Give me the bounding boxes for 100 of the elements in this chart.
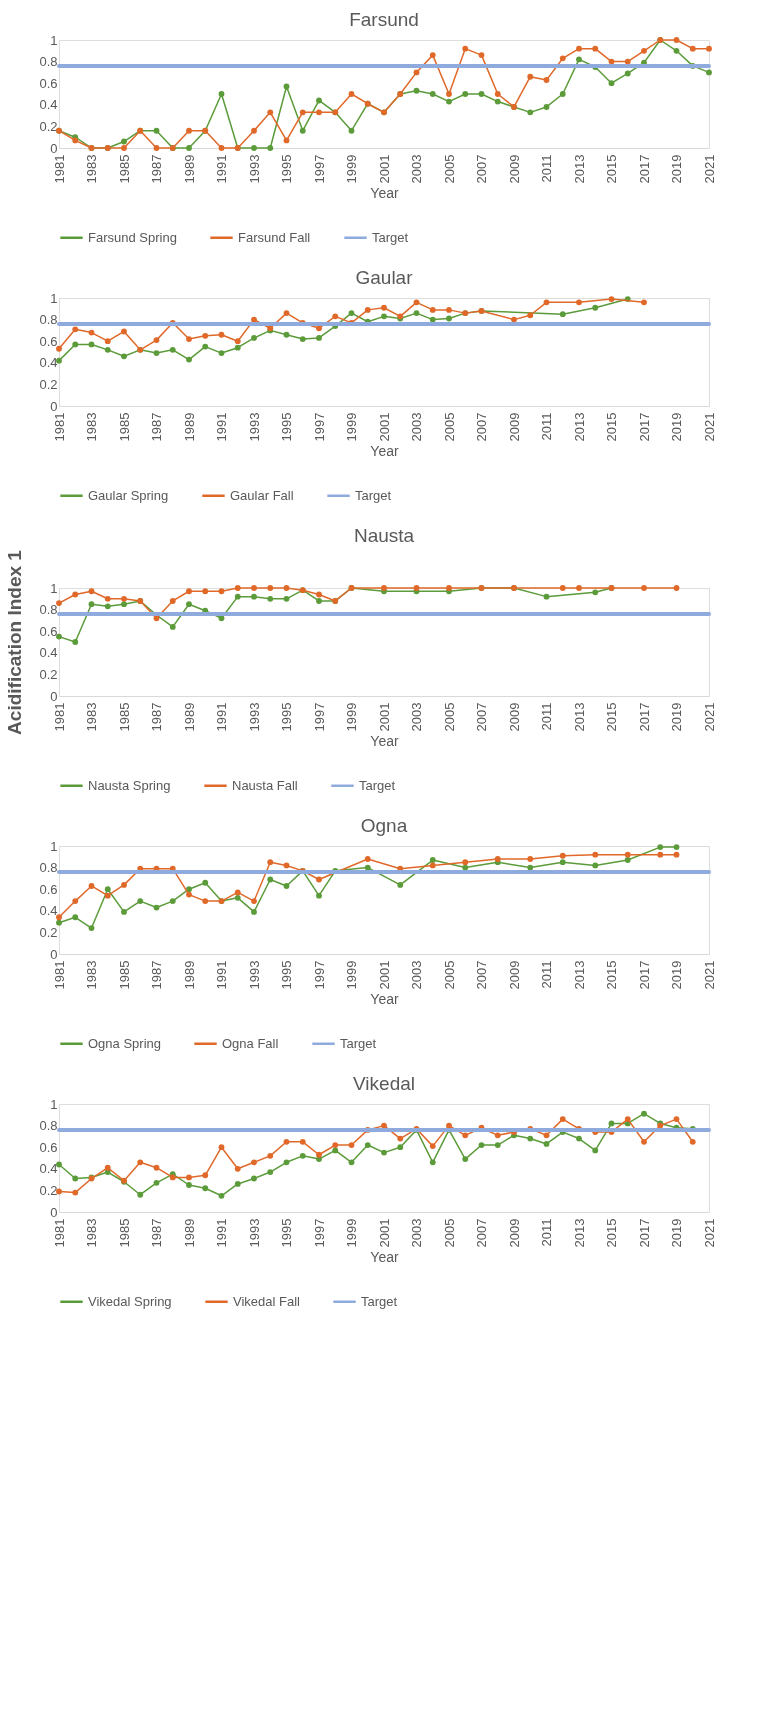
x-tick-label: 2007 xyxy=(474,412,489,442)
x-tick-label: 1985 xyxy=(116,960,132,990)
x-tick-label: 1987 xyxy=(149,412,164,442)
x-tick-label: 2011 xyxy=(539,702,554,731)
y-tick-label: 0.6 xyxy=(39,75,58,91)
y-tick-label: 0.6 xyxy=(39,881,58,897)
x-tick-label: 1993 xyxy=(246,154,262,184)
y-tick-label: 0.4 xyxy=(39,355,58,371)
x-tick-label: 1991 xyxy=(214,960,229,990)
x-tick-label: 2015 xyxy=(604,154,619,184)
x-tick-label: 1995 xyxy=(279,154,294,184)
chart-title: Nausta xyxy=(353,524,415,546)
legend-label: Vikedal Spring xyxy=(88,1293,172,1309)
x-tick-label: 2003 xyxy=(409,960,424,990)
x-tick-label: 1993 xyxy=(246,960,262,990)
x-tick-label: 2001 xyxy=(376,1218,392,1248)
x-tick-label: 1993 xyxy=(246,702,262,732)
x-tick-label: 2017 xyxy=(636,960,652,990)
x-tick-label: 1981 xyxy=(51,154,67,184)
x-tick-label: 2017 xyxy=(636,702,652,732)
y-tick-label: 0.4 xyxy=(39,1161,58,1177)
x-tick-label: 2007 xyxy=(474,702,489,732)
x-tick-label: 2019 xyxy=(669,1218,684,1248)
x-tick-label: 2005 xyxy=(441,702,457,732)
legend-label: Vikedal Fall xyxy=(233,1293,301,1309)
chart-title: Farsund xyxy=(349,9,419,30)
x-tick-label: 2015 xyxy=(604,1218,619,1248)
legend-label: Target xyxy=(361,1293,398,1309)
x-tick-label: 2011 xyxy=(539,960,554,989)
x-tick-label: 2001 xyxy=(376,960,392,990)
x-tick-label: 2001 xyxy=(376,412,392,442)
y-tick-label: 0.8 xyxy=(39,54,58,70)
y-tick-label: 0.8 xyxy=(39,1118,58,1134)
legend-label: Ogna Spring xyxy=(88,1035,161,1051)
x-axis-title: Year xyxy=(370,443,399,460)
legend-label: Nausta Fall xyxy=(232,777,298,793)
x-tick-label: 1993 xyxy=(246,412,262,442)
y-tick-label: 0.8 xyxy=(39,860,58,876)
y-tick-label: 0.2 xyxy=(39,118,58,134)
x-tick-label: 1995 xyxy=(279,412,294,442)
y-tick-label: 0 xyxy=(50,688,58,704)
x-axis-title: Year xyxy=(370,733,399,750)
legend-label: Nausta Spring xyxy=(88,777,171,793)
x-tick-label: 2001 xyxy=(376,702,392,732)
x-tick-label: 2009 xyxy=(506,412,522,442)
x-tick-label: 2003 xyxy=(409,412,424,442)
x-tick-label: 1999 xyxy=(344,154,359,184)
y-tick-label: 1 xyxy=(50,580,58,596)
x-tick-label: 2015 xyxy=(604,960,619,990)
x-axis-title: Year xyxy=(370,185,399,202)
x-tick-label: 2019 xyxy=(669,960,684,990)
y-tick-label: 0.4 xyxy=(39,97,58,113)
legend-label: Target xyxy=(372,229,409,245)
x-tick-label: 2001 xyxy=(376,154,392,184)
x-tick-label: 1981 xyxy=(51,412,67,442)
legend-label: Target xyxy=(355,487,392,503)
x-tick-label: 1983 xyxy=(84,412,99,442)
x-tick-label: 2013 xyxy=(571,702,587,732)
x-tick-label: 2017 xyxy=(636,154,652,184)
y-tick-label: 0.4 xyxy=(39,903,58,919)
x-tick-label: 1997 xyxy=(311,412,327,442)
chart-title: Ogna xyxy=(360,815,408,836)
legend-label: Farsund Fall xyxy=(238,229,311,245)
x-tick-label: 1983 xyxy=(84,960,99,990)
x-tick-label: 1997 xyxy=(311,154,327,184)
y-tick-label: 0 xyxy=(50,398,58,414)
x-axis-title: Year xyxy=(370,991,399,1008)
x-tick-label: 2015 xyxy=(604,412,619,442)
x-tick-label: 1987 xyxy=(149,960,164,990)
legend-label: Target xyxy=(359,777,396,793)
x-tick-label: 1987 xyxy=(149,702,164,732)
x-tick-label: 2003 xyxy=(409,702,424,732)
y-tick-label: 0.2 xyxy=(39,924,58,940)
legend-label: Target xyxy=(340,1035,377,1051)
x-tick-label: 1991 xyxy=(214,154,229,184)
y-tick-label: 0 xyxy=(50,1204,58,1220)
legend-label: Ogna Fall xyxy=(222,1035,279,1051)
x-tick-label: 1985 xyxy=(116,154,132,184)
y-tick-label: 0.6 xyxy=(39,1139,58,1155)
x-tick-label: 1987 xyxy=(149,1218,164,1248)
x-tick-label: 1999 xyxy=(344,412,359,442)
x-tick-label: 2007 xyxy=(474,960,489,990)
x-tick-label: 1995 xyxy=(279,702,294,732)
x-tick-label: 1989 xyxy=(181,960,197,990)
x-tick-label: 2019 xyxy=(669,154,684,184)
x-tick-label: 2003 xyxy=(409,1218,424,1248)
x-tick-label: 2009 xyxy=(506,1218,522,1248)
x-tick-label: 2013 xyxy=(571,1218,587,1248)
x-tick-label: 1981 xyxy=(51,1218,67,1248)
y-tick-label: 0.8 xyxy=(39,312,58,328)
x-tick-label: 1999 xyxy=(344,1218,359,1248)
x-tick-label: 2003 xyxy=(409,154,424,184)
x-axis-title: Year xyxy=(370,1249,399,1266)
x-tick-label: 2013 xyxy=(571,412,587,442)
x-tick-label: 1983 xyxy=(84,702,99,732)
x-tick-label: 1989 xyxy=(181,702,197,732)
x-tick-label: 1981 xyxy=(51,960,67,990)
x-tick-label: 1991 xyxy=(214,702,229,732)
x-tick-label: 2021 xyxy=(701,702,717,732)
x-tick-label: 1989 xyxy=(181,412,197,442)
